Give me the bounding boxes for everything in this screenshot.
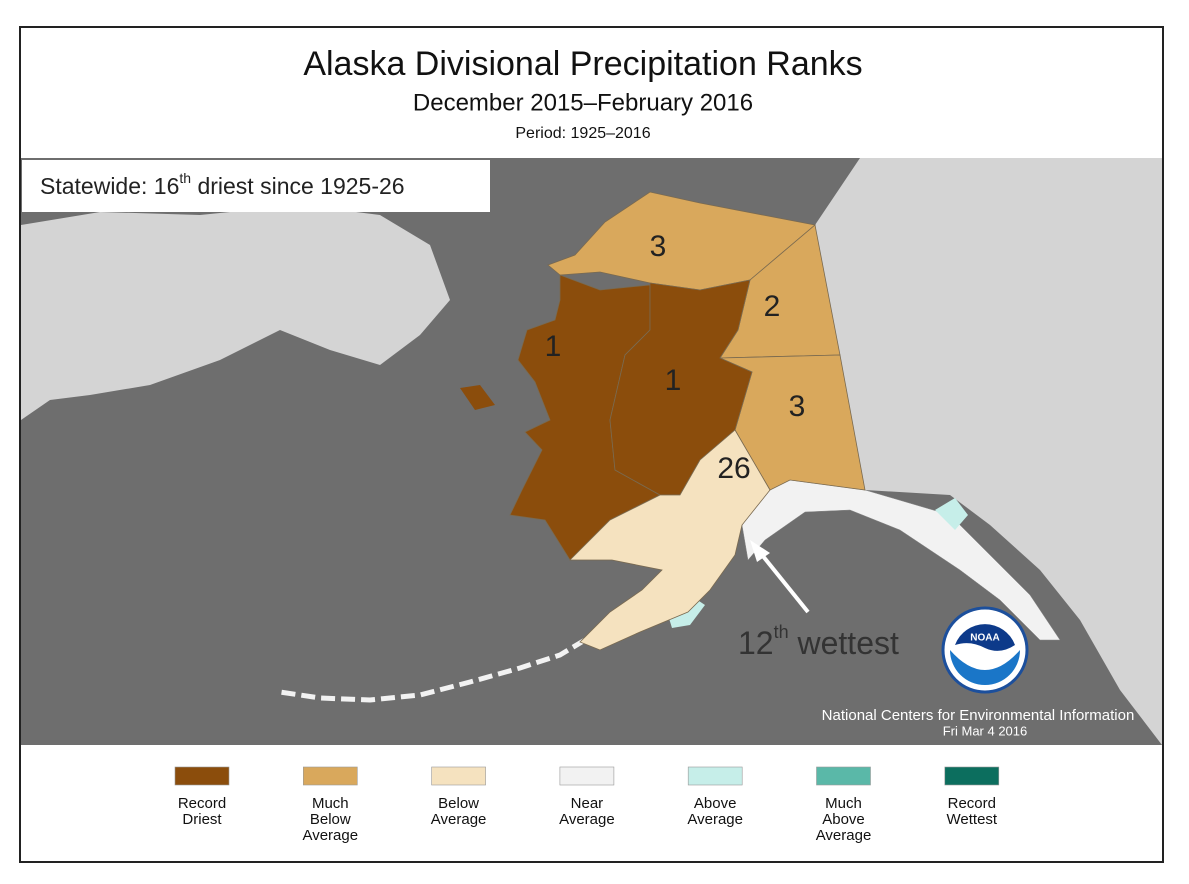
title: Alaska Divisional Precipitation Ranks xyxy=(303,45,862,83)
rank-label: 1 xyxy=(545,330,562,363)
text: driest since 1925-26 xyxy=(191,173,405,199)
russia xyxy=(21,205,450,420)
legend-label: Record xyxy=(178,795,226,812)
rank-label: 1 xyxy=(665,364,682,397)
regions: 3 2 3 1 1 26 xyxy=(509,191,866,651)
canada xyxy=(815,158,1162,745)
legend-label: Much xyxy=(312,795,349,812)
arrow xyxy=(756,548,810,614)
legend-label: Below xyxy=(438,795,479,812)
legend-label: Average xyxy=(559,811,615,828)
logo-top xyxy=(955,624,1015,651)
arrowhead xyxy=(750,540,770,562)
legend-label: Average xyxy=(302,827,358,844)
text: Statewide: 16 xyxy=(40,173,179,199)
legend: RecordDriestMuchBelowAverageBelowAverage… xyxy=(174,766,1000,844)
legend-swatch xyxy=(687,766,743,786)
statewide-text: Statewide: 16th driest since 1925-26 xyxy=(40,170,405,199)
legend-swatch xyxy=(431,766,486,786)
region xyxy=(569,429,771,651)
legend-label: Average xyxy=(816,827,872,844)
legend-label: Below xyxy=(310,811,351,828)
legend-swatch xyxy=(816,766,871,786)
credit-date: Fri Mar 4 2016 xyxy=(943,723,1028,738)
text: 12 xyxy=(738,625,774,661)
legend-label: Much xyxy=(825,795,862,812)
legend-swatch xyxy=(302,766,358,786)
legend-label: Driest xyxy=(182,811,222,828)
subtitle: December 2015–February 2016 xyxy=(413,89,753,116)
aleutians xyxy=(279,637,587,703)
credit: National Centers for Environmental Infor… xyxy=(822,707,1135,724)
southeast-patch xyxy=(935,498,968,530)
island xyxy=(460,385,495,410)
legend-label: Above xyxy=(822,811,865,828)
legend-label: Average xyxy=(431,811,487,828)
rank-label: 26 xyxy=(717,452,750,485)
period: Period: 1925–2016 xyxy=(515,125,650,142)
legend-label: Average xyxy=(687,811,743,828)
sup: th xyxy=(774,622,789,642)
rank-label: 2 xyxy=(764,290,781,323)
legend-swatch xyxy=(944,766,1000,786)
logo-wave xyxy=(950,650,1020,685)
sup: th xyxy=(179,170,191,186)
statewide-box xyxy=(22,160,490,212)
legend-swatch xyxy=(559,766,615,786)
logo-text: NOAA xyxy=(970,633,999,644)
legend-swatch xyxy=(174,766,230,786)
text: wettest xyxy=(789,625,899,661)
rank-label: 3 xyxy=(789,390,806,423)
legend-label: Above xyxy=(694,795,737,812)
legend-label: Wettest xyxy=(947,811,998,828)
annotation: 12th wettest xyxy=(738,622,899,662)
legend-label: Near xyxy=(571,795,604,812)
rank-label: 3 xyxy=(650,230,667,263)
legend-label: Record xyxy=(948,795,996,812)
